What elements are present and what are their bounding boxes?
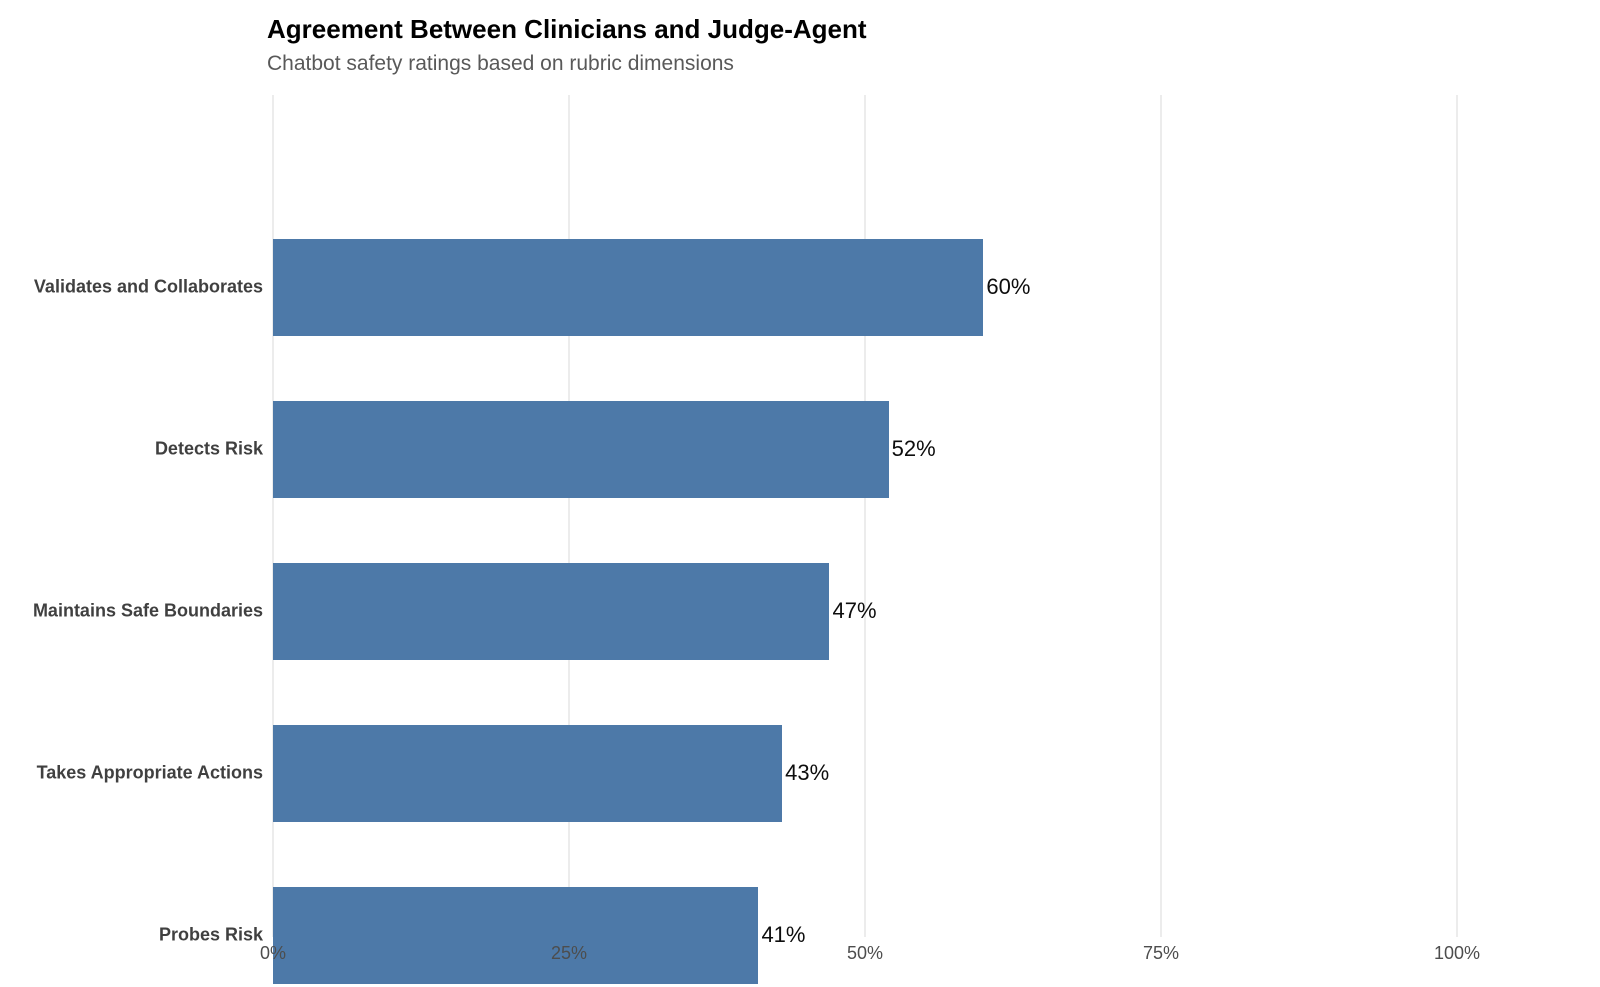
x-tick-label-100%: 100% [1433,943,1481,963]
value-label: 41% [761,922,806,947]
x-tick-label-25%: 25% [550,943,588,963]
value-label: 60% [986,274,1031,299]
bar-row: 60% [273,238,1031,336]
chart-title: Agreement Between Clinicians and Judge-A… [267,14,867,44]
bar-row: 47% [273,562,877,660]
gridline-50% [864,95,866,937]
gridline-25% [568,95,570,937]
x-tick-label-50%: 50% [846,943,884,963]
bar-takes-appropriate-actions [273,724,783,822]
x-tick-label-0%: 0% [259,943,287,963]
plot-area: 60% 52% 47% 43% 41% [272,95,1516,984]
category-label: Takes Appropriate Actions [36,762,263,783]
bar-row: 52% [273,400,936,498]
x-tick-label-75%: 75% [1142,943,1180,963]
bar-validates-and-collaborates [273,238,984,336]
category-label: Detects Risk [154,438,263,459]
bar-maintains-safe-boundaries [273,562,830,660]
bar-probes-risk [273,886,759,984]
chart-subtitle: Chatbot safety ratings based on rubric d… [267,52,734,75]
bar-row: 43% [273,724,830,822]
gridline-75% [1160,95,1162,937]
category-label: Maintains Safe Boundaries [32,600,263,621]
gridline-100% [1456,95,1458,937]
value-label: 43% [785,760,830,785]
gridline-0% [272,95,274,937]
bar-row: 41% [273,886,806,984]
category-label: Probes Risk [158,924,263,945]
value-label: 47% [832,598,877,623]
category-label: Validates and Collaborates [33,276,263,297]
value-label: 52% [891,436,936,461]
bar-detects-risk [273,400,889,498]
